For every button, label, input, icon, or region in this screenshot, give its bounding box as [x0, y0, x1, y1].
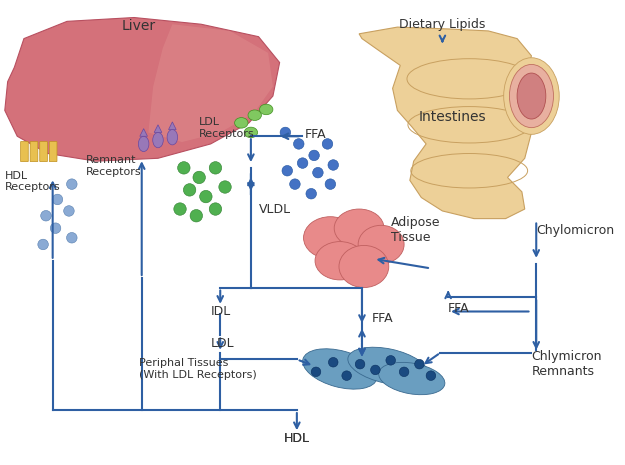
Circle shape	[177, 162, 190, 174]
Polygon shape	[169, 122, 176, 130]
Circle shape	[190, 210, 202, 222]
Polygon shape	[140, 129, 148, 136]
Text: Dietary Lipids: Dietary Lipids	[399, 18, 486, 31]
Ellipse shape	[509, 65, 554, 128]
Ellipse shape	[152, 133, 163, 148]
Ellipse shape	[339, 246, 389, 287]
Circle shape	[193, 171, 206, 184]
Circle shape	[309, 150, 319, 161]
Text: Periphal Tissues
(With LDL Receptors): Periphal Tissues (With LDL Receptors)	[139, 358, 257, 380]
Ellipse shape	[348, 347, 428, 385]
Text: LDL: LDL	[211, 337, 234, 350]
Circle shape	[426, 371, 436, 380]
Text: HDL
Receptors: HDL Receptors	[5, 171, 61, 193]
Circle shape	[38, 239, 48, 250]
Circle shape	[282, 166, 292, 176]
Circle shape	[199, 190, 212, 203]
Ellipse shape	[379, 362, 445, 395]
Polygon shape	[148, 24, 273, 142]
Text: FFA: FFA	[371, 312, 393, 325]
Text: Chlymicron
Remnants: Chlymicron Remnants	[531, 350, 602, 378]
Circle shape	[64, 206, 74, 216]
Ellipse shape	[304, 217, 357, 259]
Circle shape	[342, 371, 351, 380]
Circle shape	[311, 367, 321, 377]
Ellipse shape	[302, 349, 378, 389]
Ellipse shape	[138, 136, 149, 152]
Circle shape	[280, 127, 291, 138]
FancyBboxPatch shape	[21, 141, 28, 162]
Circle shape	[174, 203, 186, 215]
FancyBboxPatch shape	[30, 141, 38, 162]
Circle shape	[306, 188, 316, 199]
Circle shape	[399, 367, 409, 377]
Text: Adipose
Tissue: Adipose Tissue	[391, 216, 440, 244]
Text: Remnant
Receptors: Remnant Receptors	[86, 155, 142, 177]
Text: FFA: FFA	[304, 128, 326, 141]
Text: Liver: Liver	[122, 20, 156, 33]
Ellipse shape	[244, 127, 258, 138]
Circle shape	[289, 179, 300, 189]
Circle shape	[325, 179, 336, 189]
Circle shape	[219, 181, 231, 193]
Circle shape	[209, 203, 222, 215]
Circle shape	[52, 194, 62, 205]
Polygon shape	[5, 18, 279, 161]
Circle shape	[386, 356, 396, 365]
Circle shape	[298, 158, 308, 168]
Circle shape	[322, 139, 332, 149]
Polygon shape	[154, 125, 162, 133]
Text: Intestines: Intestines	[419, 110, 487, 124]
Ellipse shape	[504, 58, 559, 134]
Circle shape	[66, 179, 77, 189]
Ellipse shape	[234, 118, 248, 128]
Text: IDL: IDL	[211, 305, 231, 318]
Circle shape	[371, 365, 380, 375]
Text: HDL: HDL	[284, 432, 310, 445]
FancyBboxPatch shape	[40, 141, 48, 162]
Circle shape	[414, 359, 424, 369]
Circle shape	[209, 162, 222, 174]
Ellipse shape	[358, 226, 404, 264]
Ellipse shape	[167, 130, 177, 145]
Circle shape	[312, 167, 323, 178]
Ellipse shape	[517, 73, 546, 119]
Text: VLDL: VLDL	[259, 203, 291, 216]
Circle shape	[328, 159, 339, 170]
Text: LDL
Receptors: LDL Receptors	[199, 117, 255, 139]
Polygon shape	[359, 27, 531, 219]
Circle shape	[41, 211, 51, 221]
Circle shape	[50, 223, 61, 233]
Circle shape	[183, 184, 196, 196]
Circle shape	[294, 139, 304, 149]
Ellipse shape	[259, 104, 273, 115]
Circle shape	[355, 359, 365, 369]
Circle shape	[66, 232, 77, 243]
Text: HDL: HDL	[284, 432, 310, 445]
Ellipse shape	[315, 242, 365, 280]
Text: FFA: FFA	[448, 302, 470, 315]
Ellipse shape	[248, 110, 261, 120]
Circle shape	[329, 358, 338, 367]
Ellipse shape	[334, 209, 384, 247]
FancyBboxPatch shape	[49, 141, 57, 162]
Text: Chylomicron: Chylomicron	[536, 224, 614, 237]
